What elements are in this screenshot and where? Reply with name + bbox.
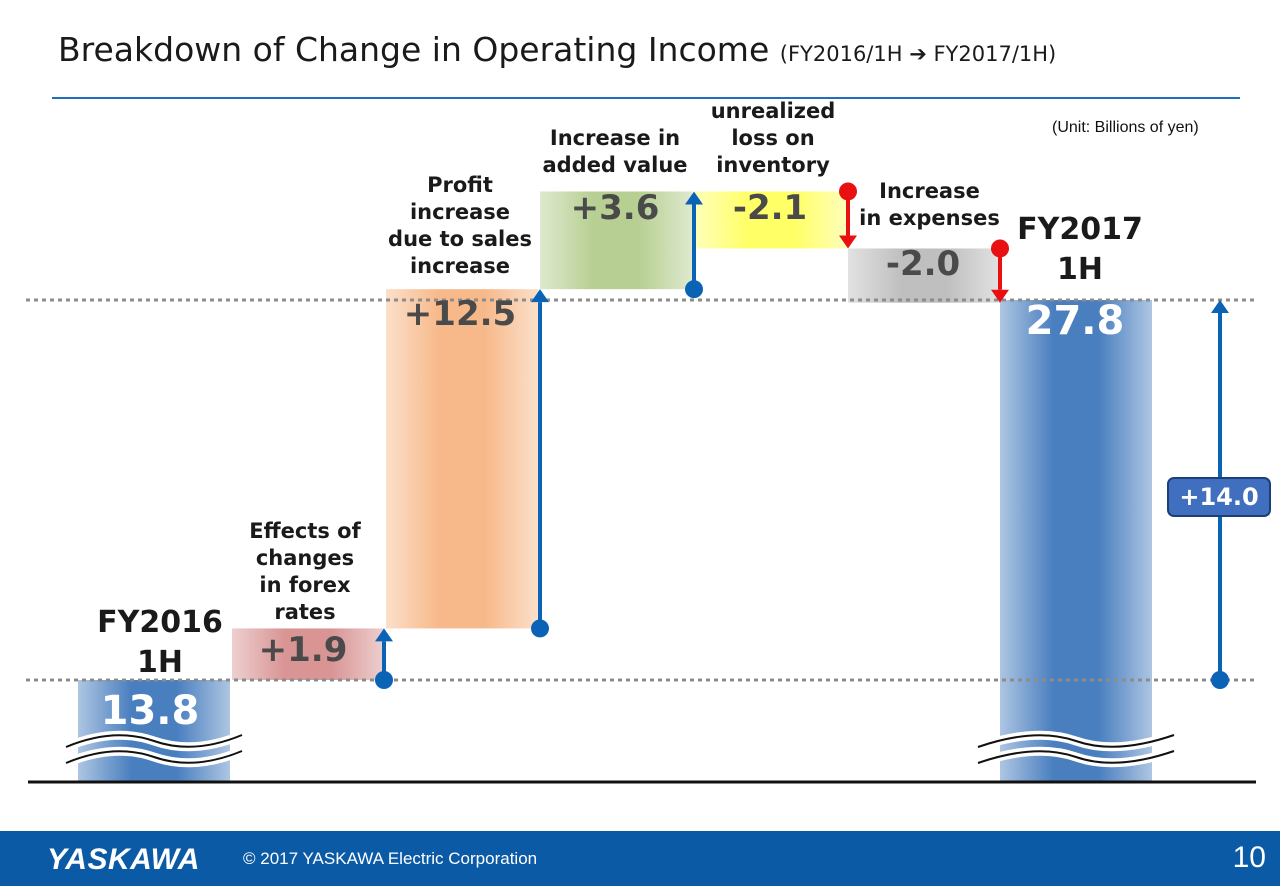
step-4-arrow-head bbox=[991, 289, 1009, 303]
step-bar bbox=[386, 289, 538, 629]
end-label-line1: FY2017 bbox=[1017, 212, 1143, 247]
sales-label-line2: increase bbox=[409, 200, 511, 224]
axis-break-mark bbox=[65, 750, 243, 764]
expenses-label-line1: Increase bbox=[879, 179, 980, 203]
forex-label-line4: rates bbox=[274, 600, 336, 624]
step-bar bbox=[695, 191, 847, 249]
title-period: (FY2016/1H ➔ FY2017/1H) bbox=[779, 42, 1057, 66]
unrealized-label-line2: loss on bbox=[731, 126, 815, 150]
title-divider bbox=[52, 97, 1240, 99]
forex-value: +1.9 bbox=[258, 630, 348, 670]
sales-label-line1: Profit bbox=[427, 173, 493, 197]
yaskawa-logo: YASKAWA bbox=[47, 843, 200, 876]
sales-label: Profit increase due to sales increase bbox=[375, 172, 545, 280]
sales-label-line3: due to sales bbox=[388, 227, 532, 251]
unrealized-label: unrealized loss on inventory bbox=[688, 98, 858, 179]
sales-label-line4: increase bbox=[409, 254, 511, 278]
step-0-arrow-head bbox=[375, 628, 393, 642]
sales-value: +12.5 bbox=[403, 294, 517, 334]
start-label: FY2016 1H bbox=[70, 603, 250, 683]
axis-break-mark bbox=[65, 734, 243, 748]
title-main: Breakdown of Change in Operating Income bbox=[58, 30, 770, 69]
added-value-value: +3.6 bbox=[570, 188, 660, 228]
axis-break-mark bbox=[977, 734, 1175, 748]
unrealized-label-line1: unrealized bbox=[710, 99, 836, 123]
expenses-label: Increase in expenses bbox=[842, 178, 1017, 232]
forex-label-line1: Effects of bbox=[249, 519, 361, 543]
step-3-arrow-head bbox=[839, 235, 857, 249]
unit-note: (Unit: Billions of yen) bbox=[1052, 119, 1199, 136]
step-bar bbox=[848, 248, 1000, 303]
end-label: FY2017 1H bbox=[990, 210, 1170, 290]
step-3-arrow-tail bbox=[839, 182, 857, 201]
added-value-label-line1: Increase in bbox=[549, 126, 681, 150]
step-2-arrow-tail bbox=[685, 280, 703, 299]
slide-title: Breakdown of Change in Operating Income … bbox=[58, 30, 1056, 69]
total-change-arrow-tail bbox=[1211, 671, 1229, 689]
end-label-line2: 1H bbox=[1057, 252, 1103, 287]
forex-label-line3: in forex bbox=[259, 573, 351, 597]
start-label-line1: FY2016 bbox=[97, 605, 223, 640]
start-value: 13.8 bbox=[100, 688, 200, 734]
expenses-label-line2: in expenses bbox=[859, 206, 1000, 230]
footer-bar: YASKAWA © 2017 YASKAWA Electric Corporat… bbox=[0, 831, 1280, 886]
step-1-arrow-head bbox=[531, 289, 549, 303]
copyright-text: © 2017 YASKAWA Electric Corporation bbox=[243, 849, 538, 868]
added-value-label: Increase in added value bbox=[530, 125, 700, 179]
end-bar bbox=[1000, 300, 1152, 782]
forex-label-line2: changes bbox=[255, 546, 355, 570]
start-label-line2: 1H bbox=[137, 645, 183, 680]
waterfall-chart bbox=[26, 182, 1256, 784]
expenses-value: -2.0 bbox=[885, 244, 961, 284]
forex-label: Effects of changes in forex rates bbox=[220, 518, 390, 626]
unrealized-value: -2.1 bbox=[732, 188, 808, 228]
step-4-arrow-tail bbox=[991, 239, 1009, 258]
step-bar bbox=[232, 628, 384, 680]
added-value-label-line2: added value bbox=[542, 153, 688, 177]
step-bar bbox=[540, 191, 692, 290]
unrealized-label-line3: inventory bbox=[716, 153, 830, 177]
total-change-arrow-head bbox=[1211, 300, 1229, 314]
step-1-arrow-tail bbox=[531, 619, 549, 638]
step-2-arrow-head bbox=[685, 191, 703, 205]
end-value: 27.8 bbox=[1025, 298, 1125, 344]
axis-break-mark bbox=[977, 750, 1175, 764]
total-change-badge: +14.0 bbox=[1167, 477, 1271, 517]
step-0-arrow-tail bbox=[375, 671, 393, 689]
page-number: 10 bbox=[1232, 841, 1266, 874]
